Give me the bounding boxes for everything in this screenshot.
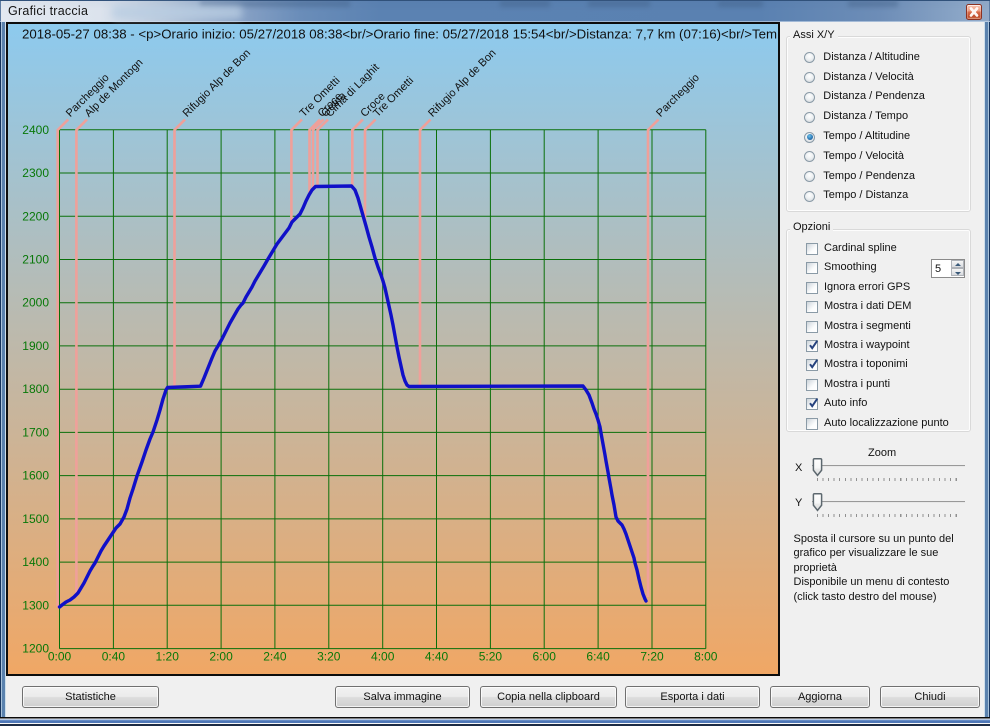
- svg-text:6:40: 6:40: [586, 650, 610, 664]
- svg-text:Rifugio Alp de Bon: Rifugio Alp de Bon: [426, 47, 498, 119]
- svg-text:1400: 1400: [22, 555, 49, 569]
- svg-text:1200: 1200: [22, 642, 49, 656]
- svg-text:6:00: 6:00: [533, 650, 557, 664]
- svg-text:7:20: 7:20: [640, 650, 664, 664]
- svg-text:2018-05-27 08:38 - <p>Orario i: 2018-05-27 08:38 - <p>Orario inizio: 05/…: [22, 27, 777, 42]
- svg-text:1600: 1600: [22, 469, 49, 483]
- svg-text:8:00: 8:00: [694, 650, 718, 664]
- svg-text:0:40: 0:40: [102, 650, 126, 664]
- svg-text:2:40: 2:40: [263, 650, 287, 664]
- svg-text:4:40: 4:40: [425, 650, 449, 664]
- svg-text:0:00: 0:00: [48, 650, 72, 664]
- svg-text:2:00: 2:00: [209, 650, 233, 664]
- svg-text:1700: 1700: [22, 425, 49, 439]
- svg-text:3:20: 3:20: [317, 650, 341, 664]
- svg-text:1800: 1800: [22, 382, 49, 396]
- svg-text:2000: 2000: [22, 296, 49, 310]
- svg-text:Parcheggio: Parcheggio: [654, 72, 702, 120]
- svg-text:2400: 2400: [22, 123, 49, 137]
- svg-text:2200: 2200: [22, 209, 49, 223]
- svg-text:2300: 2300: [22, 166, 49, 180]
- svg-text:1300: 1300: [22, 598, 49, 612]
- svg-text:4:00: 4:00: [371, 650, 395, 664]
- svg-text:1900: 1900: [22, 339, 49, 353]
- svg-text:1500: 1500: [22, 512, 49, 526]
- svg-text:Rifugio Alp de Bon: Rifugio Alp de Bon: [181, 47, 253, 119]
- svg-text:2100: 2100: [22, 253, 49, 267]
- svg-text:1:20: 1:20: [156, 650, 180, 664]
- svg-text:5:20: 5:20: [479, 650, 503, 664]
